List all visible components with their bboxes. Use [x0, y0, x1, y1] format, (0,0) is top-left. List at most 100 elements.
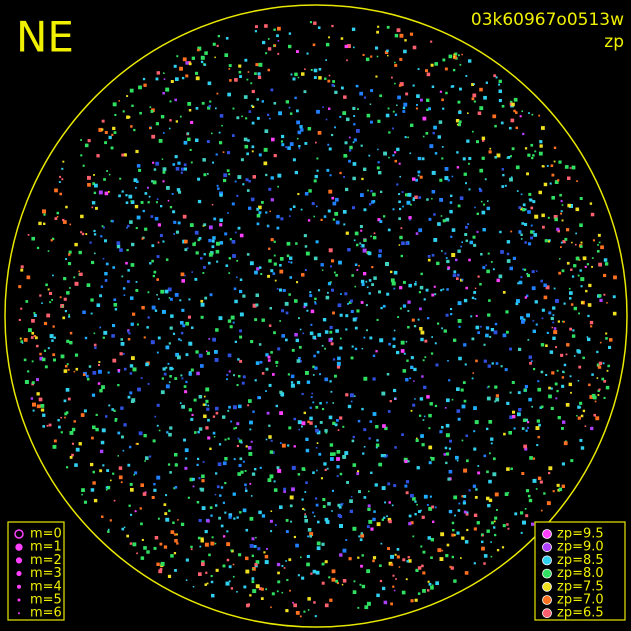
star	[380, 306, 383, 310]
star	[269, 307, 272, 310]
star	[474, 298, 477, 300]
star	[188, 408, 192, 412]
star	[273, 262, 277, 266]
star	[465, 512, 469, 516]
legend-symbol	[18, 612, 20, 615]
star	[488, 299, 491, 302]
star	[598, 361, 603, 365]
star	[389, 400, 392, 403]
star	[257, 75, 262, 79]
star	[315, 570, 320, 575]
star	[154, 415, 157, 418]
star	[216, 92, 219, 95]
star	[418, 510, 421, 513]
star	[477, 111, 482, 115]
star	[292, 205, 296, 208]
star	[405, 578, 408, 581]
star	[444, 167, 449, 171]
star	[156, 198, 159, 200]
star	[329, 380, 332, 383]
star	[187, 137, 191, 142]
star	[368, 519, 373, 524]
star	[499, 230, 502, 234]
star	[483, 95, 487, 100]
star	[352, 526, 357, 531]
star	[245, 178, 249, 182]
star	[149, 106, 152, 108]
star	[23, 358, 27, 362]
star	[580, 277, 585, 282]
star	[404, 136, 407, 139]
star	[261, 318, 265, 322]
star	[242, 183, 245, 186]
star	[166, 186, 170, 190]
star	[334, 212, 339, 216]
star	[232, 107, 235, 110]
star	[486, 427, 489, 431]
star	[274, 524, 277, 526]
star	[526, 274, 530, 278]
star	[372, 377, 376, 381]
star	[445, 313, 449, 317]
star	[135, 289, 139, 292]
star	[156, 562, 160, 566]
star	[437, 322, 440, 325]
star	[422, 116, 427, 121]
star	[101, 119, 105, 123]
star	[481, 156, 485, 160]
star	[243, 585, 247, 589]
star	[104, 272, 108, 276]
star	[311, 202, 315, 206]
star	[453, 533, 456, 537]
star	[563, 302, 566, 305]
star	[129, 364, 134, 368]
star	[122, 352, 125, 355]
star	[445, 217, 450, 222]
star	[405, 92, 409, 96]
star	[483, 203, 486, 206]
star	[236, 276, 238, 279]
star	[557, 179, 560, 182]
star	[422, 589, 426, 593]
star	[328, 189, 333, 194]
star	[540, 370, 544, 374]
star	[607, 364, 610, 368]
star	[428, 461, 432, 465]
star	[165, 258, 169, 261]
star	[309, 291, 312, 294]
star	[447, 266, 451, 270]
star	[359, 583, 362, 586]
star	[294, 170, 298, 175]
star	[335, 197, 339, 202]
star	[239, 233, 244, 238]
star	[402, 110, 406, 113]
star	[359, 538, 363, 542]
star	[496, 549, 500, 552]
star	[349, 499, 353, 503]
star	[345, 187, 349, 192]
star	[273, 102, 277, 105]
star	[591, 373, 594, 376]
star	[138, 431, 143, 436]
star	[328, 147, 332, 151]
star	[298, 345, 302, 349]
star	[121, 275, 124, 278]
star	[569, 375, 572, 378]
star	[539, 144, 543, 148]
star	[27, 234, 30, 236]
star	[432, 520, 435, 523]
star	[206, 140, 210, 143]
star	[224, 53, 229, 57]
star	[550, 406, 554, 410]
star	[596, 363, 600, 367]
star	[336, 475, 339, 478]
star	[314, 615, 317, 618]
star	[118, 466, 123, 470]
star	[326, 467, 329, 470]
star	[456, 277, 459, 280]
star	[159, 542, 163, 546]
star	[244, 483, 247, 487]
star	[163, 503, 167, 506]
star	[387, 482, 391, 486]
star	[402, 304, 407, 308]
